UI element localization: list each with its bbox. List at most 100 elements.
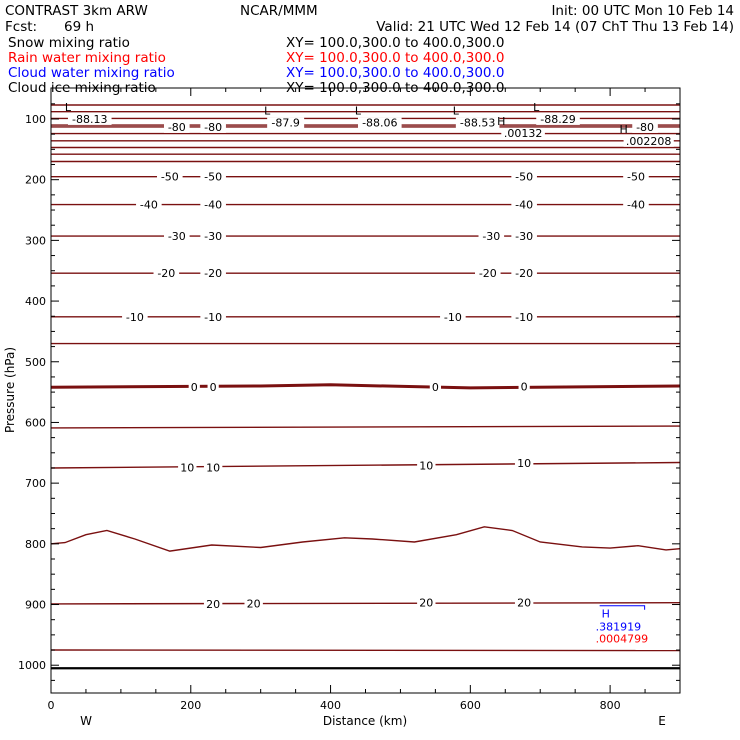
fcst-value: 69 h xyxy=(64,19,95,35)
contour-label: -10 xyxy=(515,311,533,324)
contour-label: -30 xyxy=(482,230,500,243)
contour-label: 10 xyxy=(517,457,531,470)
x-tick-label: 600 xyxy=(460,699,481,712)
high-marker: H xyxy=(497,115,505,128)
field-snow-xy: XY= 100.0,300.0 to 400.0,300.0 xyxy=(286,35,505,51)
contour-label: 10 xyxy=(180,461,194,474)
contour-label-gap xyxy=(514,457,534,470)
contour-label: -30 xyxy=(168,230,186,243)
extrema-value: -88.53 xyxy=(460,117,495,130)
extrema-value: .002208 xyxy=(626,135,672,148)
y-tick-label: 300 xyxy=(25,234,46,247)
center-label: NCAR/MMM xyxy=(240,3,318,19)
temperature-contour-unlabeled-17 xyxy=(50,425,681,429)
contour-label: 10 xyxy=(419,460,433,473)
contour-label-gap xyxy=(203,461,223,474)
contour-label: -20 xyxy=(157,267,175,280)
contour-label: 20 xyxy=(419,597,433,610)
contour-label-gap xyxy=(200,198,226,211)
extrema-value: -88.13 xyxy=(72,113,107,126)
low-marker: L xyxy=(533,101,540,114)
contour-label-gap xyxy=(122,310,148,323)
contour-label-gap xyxy=(429,381,441,394)
y-tick-label: 600 xyxy=(25,416,46,429)
contour-label: -40 xyxy=(140,199,158,212)
extrema-value: .00132 xyxy=(504,127,543,140)
contour-label-gap xyxy=(623,170,649,183)
contour-label-gap xyxy=(511,310,537,323)
contour-label: -10 xyxy=(204,311,222,324)
low-marker: L xyxy=(264,105,271,118)
field-cloud-water-xy: XY= 100.0,300.0 to 400.0,300.0 xyxy=(286,65,505,81)
extrema-value: -88.29 xyxy=(540,113,575,126)
extrema-value-gap xyxy=(455,117,500,129)
contour-label-gap xyxy=(164,230,190,243)
contour-label: -10 xyxy=(444,311,462,324)
contour-label-gap xyxy=(207,381,219,394)
field-snow-name: Snow mixing ratio xyxy=(8,35,130,51)
contour-label-gap xyxy=(478,230,505,243)
contour-label-gap xyxy=(164,120,190,133)
contour-label: 20 xyxy=(247,597,261,610)
contour-label: -80 xyxy=(636,121,654,134)
contour-label-gap xyxy=(511,198,537,211)
east-label: E xyxy=(658,714,666,728)
low-marker: L xyxy=(65,101,72,114)
y-tick-label: 500 xyxy=(25,356,46,369)
contour-label-gap xyxy=(200,230,226,243)
contour-label-gap xyxy=(632,120,658,133)
contour-label: -20 xyxy=(204,267,222,280)
contour-label: -50 xyxy=(627,171,645,184)
contour-label-gap xyxy=(203,597,223,610)
contour-label: -50 xyxy=(515,171,533,184)
extrema-value: -88.06 xyxy=(362,117,397,130)
contour-label-gap xyxy=(244,597,263,610)
contour-label-gap xyxy=(514,596,534,609)
contour-label: -40 xyxy=(627,199,645,212)
contour-label-gap xyxy=(153,267,180,280)
cloud-water-high-marker: H xyxy=(602,608,610,621)
extrema-value-gap xyxy=(67,113,112,125)
contour-label-gap xyxy=(417,596,436,609)
extrema-value: -87.9 xyxy=(271,117,299,130)
contour-label: 0 xyxy=(191,381,198,394)
contour-label: 0 xyxy=(210,381,217,394)
contour-label-gap xyxy=(188,381,200,394)
field-rain-xy: XY= 100.0,300.0 to 400.0,300.0 xyxy=(286,50,505,66)
init-label: Init: 00 UTC Mon 10 Feb 14 xyxy=(551,3,734,19)
temperature-contour-20 xyxy=(50,602,681,605)
valid-label: Valid: 21 UTC Wed 12 Feb 14 (07 ChT Thu … xyxy=(376,19,734,35)
extrema-value-gap xyxy=(267,117,305,129)
contour-label: 20 xyxy=(206,598,220,611)
y-tick-label: 800 xyxy=(25,538,46,551)
contour-label-gap xyxy=(440,310,466,323)
contour-label-gap xyxy=(200,120,226,133)
temperature-contour-10 xyxy=(50,461,681,469)
x-tick-label: 400 xyxy=(320,699,341,712)
x-tick-label: 800 xyxy=(600,699,621,712)
y-tick-label: 700 xyxy=(25,477,46,490)
extrema-value-gap xyxy=(623,135,674,147)
temperature-contour-unlabeled-21 xyxy=(50,649,681,652)
contour-label: -30 xyxy=(515,230,533,243)
temperature-contour-0 xyxy=(50,383,681,390)
extrema-value-gap xyxy=(358,117,402,129)
contour-label: -40 xyxy=(515,199,533,212)
temperature-contour-unlabeled-19 xyxy=(50,526,681,552)
cloud-water-contour xyxy=(599,605,646,610)
contour-label: -40 xyxy=(204,199,222,212)
contour-label: -50 xyxy=(204,171,222,184)
contour-label: -50 xyxy=(161,171,179,184)
x-tick-label: 0 xyxy=(48,699,55,712)
contour-label: 20 xyxy=(517,597,531,610)
y-tick-label: 400 xyxy=(25,295,46,308)
contour-label-gap xyxy=(511,230,537,243)
contour-label-layer: -80 -80 -80 -50 -50 -50 -50 -40 -40 -40 -40 -30 -30 -… xyxy=(65,101,674,645)
contour-label: -80 xyxy=(168,121,186,134)
contour-label: -10 xyxy=(126,311,144,324)
contour-label: 0 xyxy=(432,381,439,394)
contour-label: -20 xyxy=(515,267,533,280)
contour-label-gap xyxy=(200,170,226,183)
